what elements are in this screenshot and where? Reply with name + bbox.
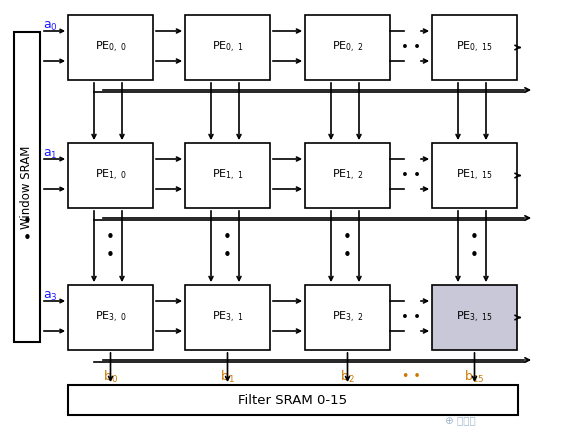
Bar	[185, 143, 270, 208]
Bar	[305, 15, 390, 80]
Text: PE$_{0,\ 1}$: PE$_{0,\ 1}$	[212, 40, 243, 55]
Text: • •: • •	[401, 311, 421, 324]
Bar	[432, 285, 517, 350]
Text: •
•: • •	[470, 230, 479, 263]
Text: a$_1$: a$_1$	[43, 148, 58, 161]
Bar	[432, 15, 517, 80]
Text: PE$_{0,\ 0}$: PE$_{0,\ 0}$	[95, 40, 126, 55]
Text: PE$_{3,\ 15}$: PE$_{3,\ 15}$	[456, 310, 493, 325]
Text: PE$_{1,\ 15}$: PE$_{1,\ 15}$	[456, 168, 493, 183]
Text: b$_2$: b$_2$	[340, 369, 355, 385]
Text: PE$_{3,\ 0}$: PE$_{3,\ 0}$	[95, 310, 126, 325]
Bar	[305, 143, 390, 208]
Text: PE$_{0,\ 15}$: PE$_{0,\ 15}$	[456, 40, 493, 55]
Text: a$_0$: a$_0$	[43, 20, 58, 33]
Bar	[14, 32, 40, 342]
Text: Filter SRAM 0-15: Filter SRAM 0-15	[238, 394, 348, 407]
Text: PE$_{3,\ 1}$: PE$_{3,\ 1}$	[212, 310, 243, 325]
Bar	[68, 143, 153, 208]
Text: b$_1$: b$_1$	[220, 369, 235, 385]
Text: PE$_{0,\ 2}$: PE$_{0,\ 2}$	[332, 40, 363, 55]
Text: b$_0$: b$_0$	[103, 369, 118, 385]
Text: PE$_{1,\ 1}$: PE$_{1,\ 1}$	[212, 168, 243, 183]
Text: ⊕ 日月辰: ⊕ 日月辰	[445, 415, 475, 425]
Bar	[305, 285, 390, 350]
Text: • •: • •	[401, 169, 421, 182]
Text: • •: • •	[402, 371, 421, 384]
Bar	[68, 285, 153, 350]
Text: Window SRAM: Window SRAM	[20, 145, 33, 229]
Text: •
•: • •	[223, 230, 232, 263]
Bar	[68, 15, 153, 80]
Text: • •: • •	[401, 41, 421, 54]
Text: •
•: • •	[23, 214, 32, 246]
Text: •
•: • •	[106, 230, 115, 263]
Bar	[185, 285, 270, 350]
Bar	[185, 15, 270, 80]
Text: b$_{15}$: b$_{15}$	[464, 369, 484, 385]
Text: PE$_{1,\ 0}$: PE$_{1,\ 0}$	[95, 168, 126, 183]
Text: PE$_{3,\ 2}$: PE$_{3,\ 2}$	[332, 310, 363, 325]
Text: a$_3$: a$_3$	[43, 290, 58, 303]
Text: •
•: • •	[343, 230, 352, 263]
Bar	[68, 385, 518, 415]
Text: PE$_{1,\ 2}$: PE$_{1,\ 2}$	[332, 168, 363, 183]
Bar	[432, 143, 517, 208]
